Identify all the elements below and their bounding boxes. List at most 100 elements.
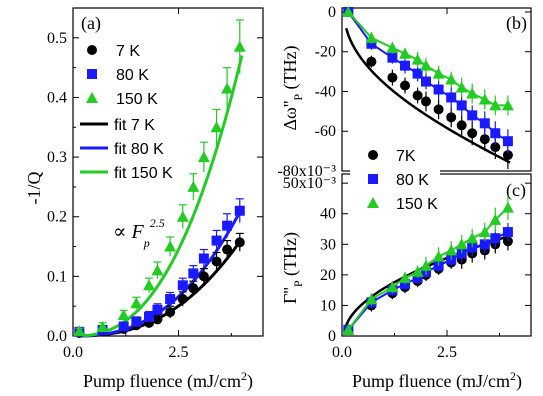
trend-line-80k — [347, 11, 509, 143]
data-point-7k — [456, 120, 467, 131]
panel-c-ytick-label: 10 — [320, 297, 336, 314]
panel-a-ytick-label: 0.3 — [47, 149, 67, 166]
data-point-150k — [197, 151, 210, 163]
data-point-7k — [412, 90, 423, 101]
trend-line-150k — [347, 11, 508, 107]
legend-marker-7k — [368, 150, 378, 160]
panel-b-ytick-label: -40 — [315, 83, 336, 100]
panel-a-ytick-label: 0.2 — [47, 209, 67, 226]
panel-b-ytick-label: -60 — [315, 123, 336, 140]
panel-c-ytick-label: 30 — [320, 236, 336, 253]
panel-b-ytick-label: -80x10⁻³ — [277, 163, 336, 180]
data-point-80k — [502, 136, 513, 147]
data-point-80k — [177, 280, 188, 291]
legend-label: fit 7 K — [114, 117, 155, 134]
data-point-7k — [479, 134, 490, 145]
legend-label: 7 K — [116, 43, 140, 60]
trend-line-150k — [347, 206, 509, 331]
annotation-power-law: ∝ Fp2.5 — [113, 216, 165, 250]
data-point-7k — [467, 128, 478, 139]
panel-c-xtick-label: 2.5 — [437, 344, 457, 361]
data-point-150k — [130, 297, 143, 309]
panel-c-ytick-label: 20 — [320, 267, 336, 284]
panel-a-frame — [72, 7, 264, 337]
data-point-150k — [96, 321, 109, 333]
data-point-80k — [198, 253, 209, 264]
data-point-80k — [222, 220, 233, 231]
data-point-150k — [117, 309, 130, 321]
panel-b: (b) 0 -20 -40 -60 -80x10⁻³ Δω''P (THz) — [277, 4, 532, 180]
panel-a-ylabel: -1/Q — [24, 172, 44, 205]
data-point-7k — [165, 307, 176, 318]
data-point-7k — [433, 104, 444, 115]
data-point-7k — [211, 256, 222, 267]
panel-c-label: (c) — [506, 180, 526, 201]
legend-label: 150 K — [396, 196, 438, 213]
legend-marker-80k — [368, 174, 378, 184]
panel-c-xtick-label: 0.0 — [332, 344, 352, 361]
panel-c-ytick-label: 50x10⁻³ — [283, 175, 336, 192]
data-point-150k — [176, 210, 189, 222]
data-point-7k — [490, 142, 501, 153]
legend-label: 7K — [396, 148, 416, 165]
panel-a-ytick-label: 0.0 — [47, 328, 67, 345]
legend-marker-80k — [87, 69, 97, 79]
panel-b-label: (b) — [506, 13, 527, 34]
data-point-80k — [144, 311, 154, 322]
panel-a-label: (a) — [81, 13, 101, 34]
data-point-80k — [234, 205, 245, 216]
panel-a-ytick-label: 0.5 — [47, 30, 67, 47]
data-point-80k — [211, 235, 222, 246]
data-point-80k — [131, 316, 142, 327]
data-point-150k — [151, 264, 164, 276]
legend-label: 80 K — [116, 67, 149, 84]
data-point-150k — [501, 99, 514, 111]
panel-b-ytick-label: -20 — [315, 44, 336, 61]
legend-label: fit 80 K — [114, 141, 164, 158]
data-point-80k — [165, 294, 176, 305]
panel-c: (c) 0 10 20 30 40 50x10⁻³ 0.0 2.5 7K 80 K 150 K Γ… — [280, 143, 532, 392]
panel-b-ylabel: Δω''P (THz) — [280, 45, 305, 130]
legend-marker-7k — [87, 45, 97, 55]
panel-a-ytick-label: 0.1 — [47, 268, 67, 285]
panel-a-ytick-label: 0.4 — [47, 89, 67, 106]
legend-marker-150k — [86, 92, 98, 103]
data-point-7k — [198, 271, 209, 282]
legend-label: 150 K — [116, 91, 158, 108]
data-point-7k — [446, 112, 457, 123]
data-point-150k — [164, 240, 177, 252]
panel-c-legend: 7K 80 K 150 K — [350, 143, 440, 219]
data-point-150k — [143, 279, 155, 291]
panel-a-xtick-label: 2.5 — [169, 344, 189, 361]
panel-a: (a) 0.0 0.1 0.2 0.3 0.4 0.5 0.0 2.5 7 K 80 K 150 … — [24, 7, 264, 392]
data-point-7k — [387, 72, 398, 83]
legend-marker-150k — [367, 197, 379, 208]
panel-b-ytick-label: 0 — [328, 4, 336, 21]
panel-a-xlabel: Pump fluence (mJ/cm2) — [83, 369, 253, 392]
data-point-80k — [152, 304, 163, 315]
data-point-7k — [502, 150, 513, 161]
data-point-150k — [73, 325, 86, 337]
data-point-7k — [152, 314, 163, 325]
panel-c-ylabel: Γ''P (THz) — [280, 232, 305, 304]
data-point-7k — [234, 237, 245, 248]
data-point-7k — [366, 56, 377, 67]
legend-label: 80 K — [396, 172, 429, 189]
data-point-7k — [421, 96, 431, 107]
data-point-150k — [221, 82, 234, 94]
panel-c-xlabel: Pump fluence (mJ/cm2) — [352, 369, 522, 392]
data-point-80k — [118, 321, 129, 332]
data-point-80k — [188, 268, 199, 279]
data-point-7k — [188, 283, 199, 294]
data-point-7k — [222, 244, 233, 255]
data-point-150k — [187, 180, 200, 192]
panel-c-ytick-label: 0 — [328, 328, 336, 345]
fit-line-fit-150-k — [77, 55, 244, 338]
data-point-80k — [502, 227, 513, 238]
data-point-150k — [210, 121, 223, 133]
legend-background — [350, 143, 440, 219]
fit-line-panel-b — [345, 27, 511, 164]
data-point-7k — [400, 80, 410, 91]
data-point-7k — [177, 294, 188, 305]
